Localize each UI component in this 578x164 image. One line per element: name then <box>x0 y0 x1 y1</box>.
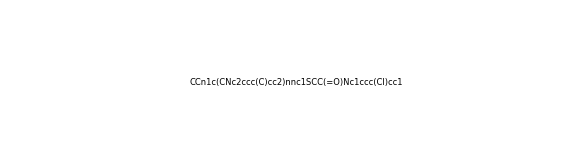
Text: CCn1c(CNc2ccc(C)cc2)nnc1SCC(=O)Nc1ccc(Cl)cc1: CCn1c(CNc2ccc(C)cc2)nnc1SCC(=O)Nc1ccc(Cl… <box>190 78 403 87</box>
